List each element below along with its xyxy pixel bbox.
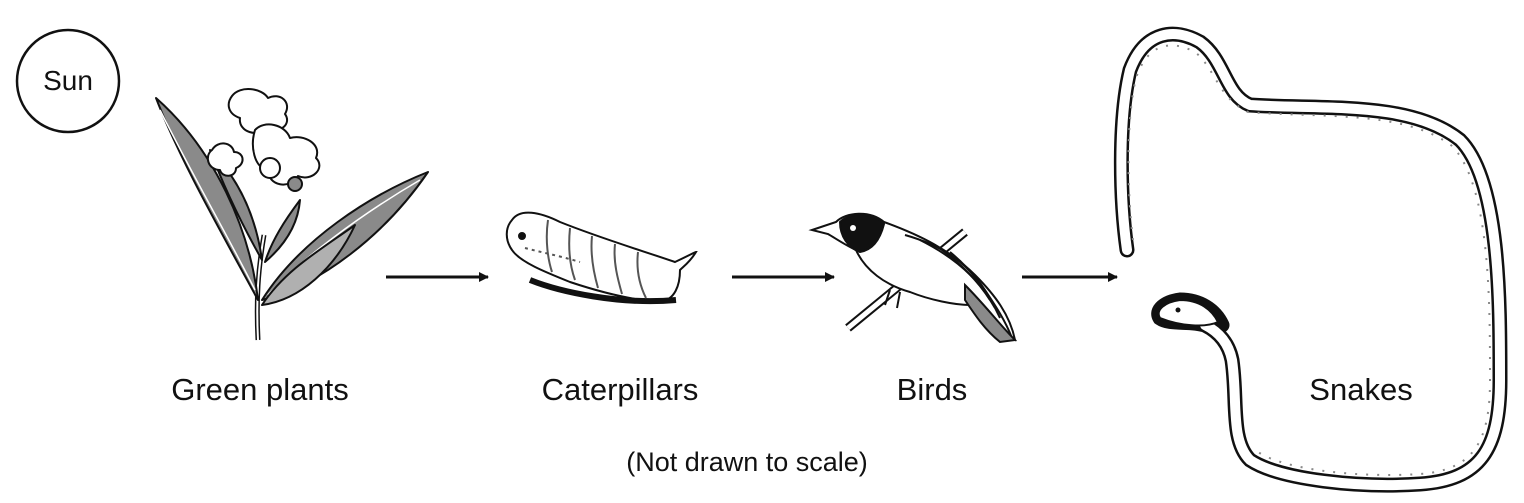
plant-icon: [155, 88, 429, 341]
sun-circle: [15, 28, 121, 134]
bird-icon: [808, 212, 1018, 344]
caterpillar-icon: [505, 211, 698, 305]
scale-note: (Not drawn to scale): [626, 447, 868, 477]
organism-label-birds: Birds: [896, 372, 968, 407]
sun-label: Sun: [43, 65, 93, 96]
organism-label-snakes: Snakes: [1309, 372, 1413, 407]
snake-icon: [1113, 26, 1508, 493]
organism-label-caterpillars: Caterpillars: [541, 372, 699, 407]
organism-label-plants: Green plants: [171, 372, 349, 407]
